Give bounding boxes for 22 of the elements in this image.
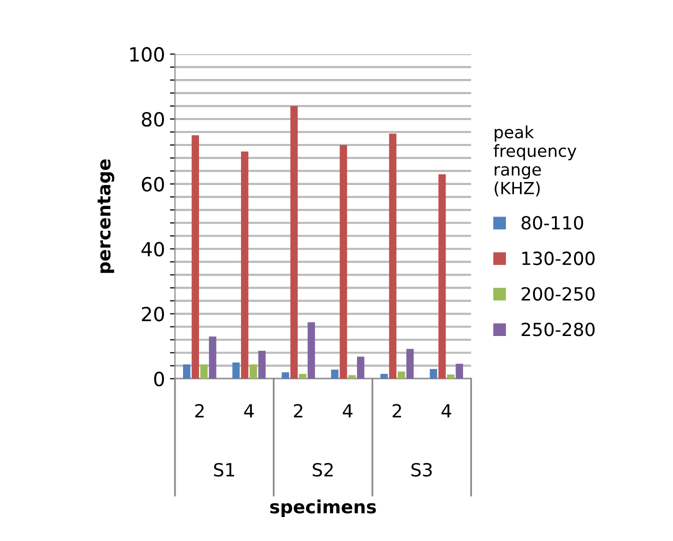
legend-label: 130-200 xyxy=(522,252,595,266)
y-tick-label: 40 xyxy=(141,242,164,257)
y-tick-label: 80 xyxy=(142,112,164,127)
y-tick-label: 20 xyxy=(142,306,164,322)
text: S1 xyxy=(214,462,234,477)
x-tick-label: 4 xyxy=(342,404,352,418)
text: S2 xyxy=(312,462,333,477)
y-tick-label: 60 xyxy=(142,176,164,192)
x-tick-label: 2 xyxy=(195,404,204,418)
legend-label: 250-280 xyxy=(522,322,595,336)
x-tick-label: 2 xyxy=(294,404,302,418)
x-axis-title: specimens xyxy=(270,500,376,518)
x-tick-label: 4 xyxy=(244,404,254,418)
text: S3 xyxy=(411,462,432,477)
legend-title: peak frequency range (KHZ) xyxy=(494,126,576,196)
x-tick-label: 2 xyxy=(392,404,402,418)
legend-label: 200-250 xyxy=(522,287,595,301)
y-tick-label: 100 xyxy=(130,47,164,62)
y-axis-title: percentage xyxy=(98,159,114,273)
x-tick-label: 4 xyxy=(442,404,452,418)
y-tick-label: 0 xyxy=(154,372,164,386)
legend-label: 80-110 xyxy=(522,216,584,230)
